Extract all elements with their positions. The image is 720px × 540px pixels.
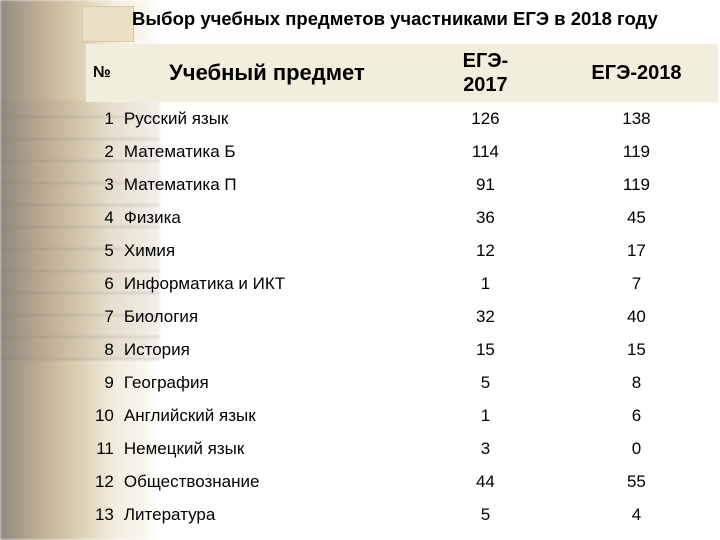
cell-2017: 1 [416, 267, 555, 300]
cell-subject: Физика [118, 201, 416, 234]
subjects-table: № Учебный предмет ЕГЭ-2017 ЕГЭ-2018 1Рус… [86, 44, 718, 531]
cell-number: 2 [86, 135, 118, 168]
cell-2017: 12 [416, 234, 555, 267]
cell-2017: 1 [416, 399, 555, 432]
cell-number: 11 [86, 432, 118, 465]
cell-2018: 138 [555, 102, 718, 135]
cell-2017: 5 [416, 366, 555, 399]
cell-2017: 36 [416, 201, 555, 234]
col-header-subject: Учебный предмет [118, 44, 416, 102]
cell-number: 1 [86, 102, 118, 135]
cell-number: 10 [86, 399, 118, 432]
cell-subject: Английский язык [118, 399, 416, 432]
table-body: 1Русский язык1261382Математика Б1141193М… [86, 102, 718, 531]
cell-number: 12 [86, 465, 118, 498]
table-row: 6Информатика и ИКТ17 [86, 267, 718, 300]
slide-title: Выбор учебных предметов участниками ЕГЭ … [132, 8, 720, 30]
table-row: 4Физика3645 [86, 201, 718, 234]
cell-2017: 5 [416, 498, 555, 531]
col-header-number: № [86, 44, 118, 102]
cell-2018: 45 [555, 201, 718, 234]
table-row: 1Русский язык126138 [86, 102, 718, 135]
cell-2018: 119 [555, 135, 718, 168]
cell-2018: 0 [555, 432, 718, 465]
table-header-row: № Учебный предмет ЕГЭ-2017 ЕГЭ-2018 [86, 44, 718, 102]
table-row: 5Химия1217 [86, 234, 718, 267]
cell-2017: 15 [416, 333, 555, 366]
cell-subject: Математика Б [118, 135, 416, 168]
col-header-2017: ЕГЭ-2017 [416, 44, 555, 102]
table-row: 10Английский язык16 [86, 399, 718, 432]
table-row: 8История1515 [86, 333, 718, 366]
table-row: 3Математика П91119 [86, 168, 718, 201]
cell-2018: 40 [555, 300, 718, 333]
cell-number: 7 [86, 300, 118, 333]
cell-2018: 8 [555, 366, 718, 399]
cell-subject: Информатика и ИКТ [118, 267, 416, 300]
cell-subject: Русский язык [118, 102, 416, 135]
cell-number: 6 [86, 267, 118, 300]
cell-number: 3 [86, 168, 118, 201]
cell-2018: 4 [555, 498, 718, 531]
cell-subject: Биология [118, 300, 416, 333]
cell-number: 8 [86, 333, 118, 366]
cell-2018: 15 [555, 333, 718, 366]
cell-2017: 32 [416, 300, 555, 333]
cell-2018: 55 [555, 465, 718, 498]
cell-number: 4 [86, 201, 118, 234]
table-row: 9География58 [86, 366, 718, 399]
table-row: 13Литература54 [86, 498, 718, 531]
cell-2017: 91 [416, 168, 555, 201]
cell-2017: 44 [416, 465, 555, 498]
cell-subject: Литература [118, 498, 416, 531]
cell-2018: 17 [555, 234, 718, 267]
cell-subject: Химия [118, 234, 416, 267]
cell-2017: 114 [416, 135, 555, 168]
cell-subject: Немецкий язык [118, 432, 416, 465]
cell-number: 5 [86, 234, 118, 267]
table-row: 7Биология3240 [86, 300, 718, 333]
cell-subject: История [118, 333, 416, 366]
cell-2018: 7 [555, 267, 718, 300]
table-row: 12Обществознание4455 [86, 465, 718, 498]
cell-2018: 6 [555, 399, 718, 432]
table-row: 2Математика Б114119 [86, 135, 718, 168]
cell-2018: 119 [555, 168, 718, 201]
table-row: 11Немецкий язык30 [86, 432, 718, 465]
cell-2017: 3 [416, 432, 555, 465]
col-header-2018: ЕГЭ-2018 [555, 44, 718, 102]
corner-decor-box [82, 6, 134, 42]
cell-2017: 126 [416, 102, 555, 135]
cell-subject: Обществознание [118, 465, 416, 498]
cell-subject: Математика П [118, 168, 416, 201]
cell-subject: География [118, 366, 416, 399]
cell-number: 13 [86, 498, 118, 531]
cell-number: 9 [86, 366, 118, 399]
